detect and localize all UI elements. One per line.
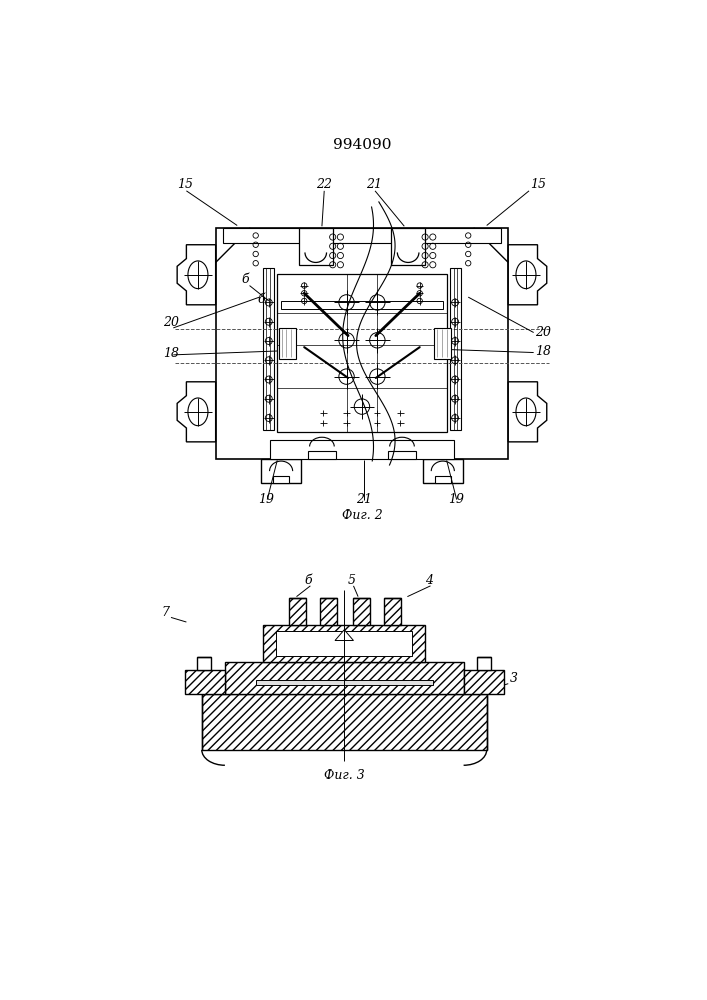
Bar [261, 459, 301, 483]
Bar [320, 598, 337, 625]
Text: б: б [242, 273, 250, 286]
Bar [391, 228, 425, 265]
Bar [269, 440, 455, 459]
Bar [354, 598, 370, 625]
Text: 21: 21 [366, 178, 382, 191]
Text: 15: 15 [530, 178, 546, 191]
Bar [464, 670, 503, 694]
Bar [274, 476, 288, 483]
Bar [256, 680, 433, 685]
Polygon shape [508, 245, 547, 305]
Text: 20: 20 [163, 316, 180, 329]
Bar [288, 598, 305, 625]
Bar [299, 228, 333, 265]
Text: 15: 15 [177, 178, 193, 191]
Bar [423, 459, 463, 483]
Bar [388, 451, 416, 459]
Bar [277, 274, 447, 432]
Text: б: б [304, 574, 312, 587]
Ellipse shape [516, 398, 536, 426]
Ellipse shape [516, 261, 536, 289]
Polygon shape [335, 630, 354, 641]
Text: 18: 18 [535, 345, 551, 358]
Text: 22: 22 [316, 178, 332, 191]
Text: Фиг. 2: Фиг. 2 [341, 509, 382, 522]
Text: 5: 5 [348, 574, 356, 587]
Bar [308, 451, 336, 459]
Bar [450, 268, 460, 430]
Text: 21: 21 [356, 493, 372, 506]
Text: 4: 4 [425, 574, 433, 587]
Text: 20: 20 [535, 326, 551, 339]
Bar [185, 670, 225, 694]
Ellipse shape [188, 261, 208, 289]
Bar [276, 631, 412, 656]
Bar [201, 694, 486, 750]
Polygon shape [177, 245, 216, 305]
Text: 18: 18 [163, 347, 180, 360]
Bar [223, 228, 501, 243]
Text: 7: 7 [162, 606, 170, 619]
Text: Фиг. 3: Фиг. 3 [324, 769, 365, 782]
Bar [264, 268, 274, 430]
Polygon shape [177, 382, 216, 442]
Bar [225, 662, 464, 694]
Bar [434, 328, 451, 359]
Bar [435, 476, 450, 483]
Text: 19: 19 [258, 493, 274, 506]
Bar [197, 657, 211, 670]
Bar [279, 328, 296, 359]
Bar [216, 228, 508, 459]
Text: б: б [257, 293, 265, 306]
Bar [385, 598, 402, 625]
Bar [477, 657, 491, 670]
Text: 3: 3 [510, 672, 518, 685]
Ellipse shape [188, 398, 208, 426]
Text: 19: 19 [448, 493, 464, 506]
Polygon shape [508, 382, 547, 442]
Bar [264, 625, 425, 662]
Bar [281, 301, 443, 309]
Text: 994090: 994090 [333, 138, 391, 152]
